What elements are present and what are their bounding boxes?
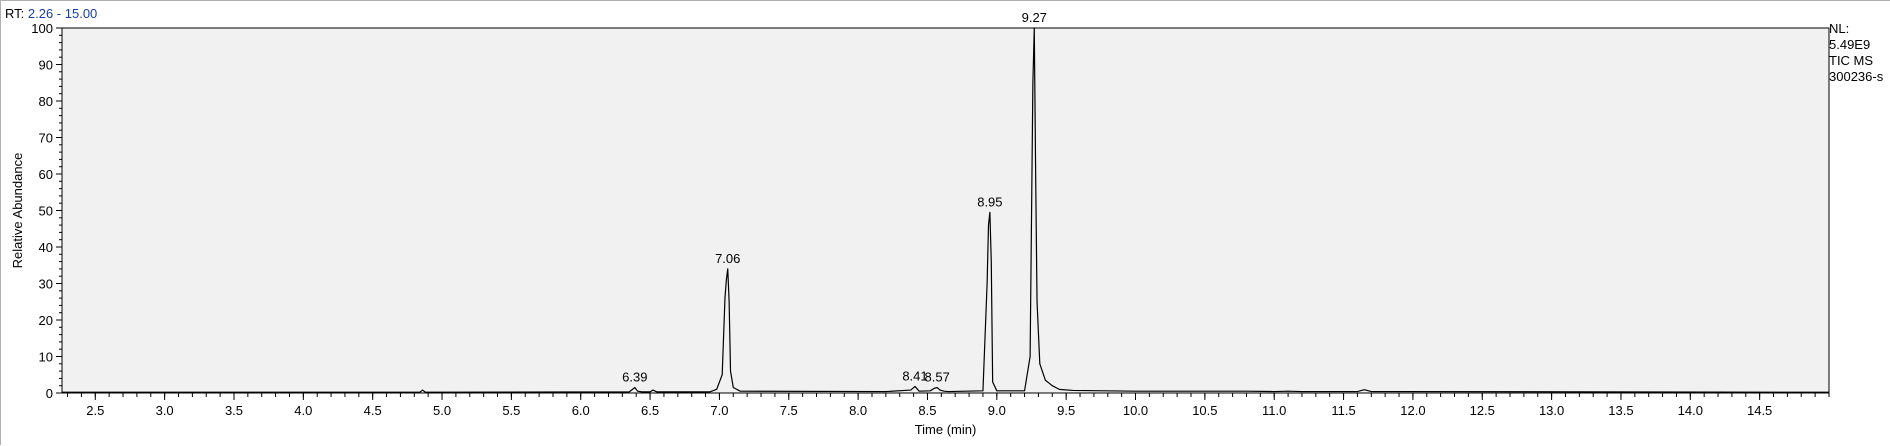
- x-tick-label: 5.0: [433, 403, 451, 418]
- x-tick-label: 9.0: [988, 403, 1006, 418]
- peak-label: 9.27: [1022, 10, 1047, 25]
- y-tick-label: 70: [39, 131, 53, 146]
- x-tick-label: 7.0: [710, 403, 728, 418]
- sample-name: 300236-s: [1829, 69, 1884, 84]
- trace-info: NL: 5.49E9 TIC MS 300236-s: [1829, 21, 1883, 85]
- rt-range-value: 2.26 - 15.00: [27, 6, 98, 21]
- y-tick-label: 40: [39, 240, 53, 255]
- nl-label: NL:: [1829, 21, 1850, 36]
- y-tick-label: 60: [39, 167, 53, 182]
- x-tick-label: 11.0: [1262, 403, 1286, 418]
- x-tick-label: 7.5: [780, 403, 798, 418]
- x-tick-label: 3.0: [156, 403, 174, 418]
- y-axis-title: Relative Abundance: [10, 153, 25, 269]
- x-tick-label: 10.5: [1192, 403, 1217, 418]
- y-tick-label: 10: [39, 350, 53, 365]
- x-tick-label: 14.5: [1747, 403, 1772, 418]
- scan-filter: TIC MS: [1829, 53, 1874, 68]
- x-tick-label: 13.5: [1608, 403, 1633, 418]
- x-tick-label: 6.0: [572, 403, 590, 418]
- x-axis-title: Time (min): [915, 422, 977, 437]
- rt-prefix: RT:: [5, 6, 25, 21]
- x-tick-label: 4.5: [364, 403, 382, 418]
- x-tick-label: 6.5: [641, 403, 659, 418]
- y-tick-label: 20: [39, 313, 53, 328]
- y-tick-label: 90: [39, 58, 53, 73]
- x-tick-label: 14.0: [1678, 403, 1703, 418]
- plot-area: [61, 27, 1830, 394]
- y-tick-label: 80: [39, 94, 53, 109]
- rt-range-label: RT: 2.26 - 15.00: [5, 6, 97, 21]
- x-tick-label: 3.5: [225, 403, 243, 418]
- x-tick-label: 8.0: [849, 403, 867, 418]
- peak-label: 8.95: [977, 194, 1002, 209]
- peak-label: 8.57: [925, 370, 950, 385]
- y-tick-label: 100: [31, 21, 53, 36]
- x-tick-label: 5.5: [502, 403, 520, 418]
- x-tick-label: 4.0: [294, 403, 312, 418]
- x-tick-label: 12.0: [1400, 403, 1425, 418]
- nl-value: 5.49E9: [1829, 37, 1871, 52]
- x-tick-label: 8.5: [918, 403, 936, 418]
- tic-trace: [62, 27, 1830, 393]
- y-tick-label: 50: [39, 204, 53, 219]
- x-tick-label: 9.5: [1057, 403, 1075, 418]
- peak-label: 6.39: [622, 370, 647, 385]
- y-tick-label: 30: [39, 277, 53, 292]
- peak-label: 7.06: [715, 251, 740, 266]
- y-tick-label: 0: [46, 386, 53, 401]
- x-tick-label: 10.0: [1123, 403, 1148, 418]
- x-tick-label: 13.0: [1539, 403, 1564, 418]
- peak-label: 8.41: [902, 368, 927, 383]
- x-tick-label: 2.5: [86, 403, 104, 418]
- x-tick-label: 11.5: [1331, 403, 1355, 418]
- x-tick-label: 12.5: [1470, 403, 1495, 418]
